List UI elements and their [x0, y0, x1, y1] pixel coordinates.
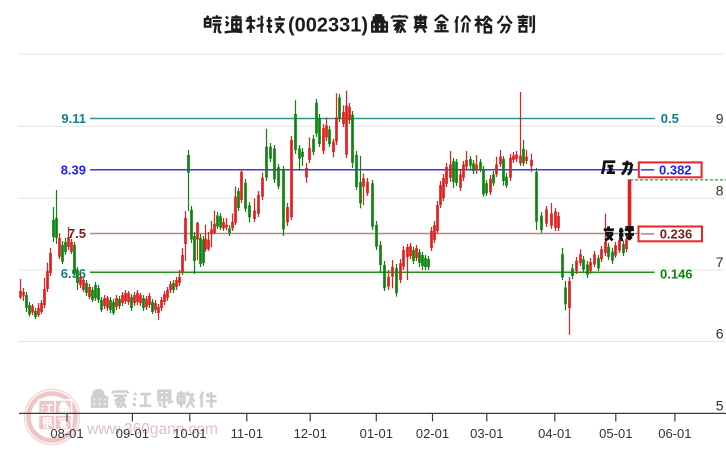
svg-text:9.11: 9.11 [61, 111, 86, 126]
svg-text:8.39: 8.39 [61, 162, 86, 177]
svg-text:8: 8 [716, 182, 724, 198]
svg-text:0.382: 0.382 [659, 163, 692, 178]
svg-text:(002331): (002331) [288, 15, 368, 37]
svg-text:9: 9 [716, 110, 724, 126]
svg-text:0.5: 0.5 [661, 111, 679, 126]
svg-text:7: 7 [716, 254, 724, 270]
svg-text:04-01: 04-01 [538, 426, 571, 441]
svg-text:0.236: 0.236 [660, 227, 693, 242]
svg-text:11-01: 11-01 [231, 426, 263, 441]
svg-text:7.5: 7.5 [68, 226, 86, 241]
svg-text:01-01: 01-01 [360, 426, 393, 441]
svg-text:03-01: 03-01 [470, 426, 503, 441]
svg-text:02-01: 02-01 [416, 426, 449, 441]
svg-text:www.360gann.com: www.360gann.com [86, 421, 218, 438]
svg-text:09-01: 09-01 [116, 426, 149, 441]
svg-text:0.146: 0.146 [660, 267, 693, 282]
svg-text:6: 6 [716, 326, 724, 342]
svg-text:08-01: 08-01 [50, 426, 83, 441]
svg-text:5: 5 [716, 398, 724, 414]
svg-text:05-01: 05-01 [599, 426, 632, 441]
svg-text:06-01: 06-01 [658, 426, 691, 441]
svg-text:12-01: 12-01 [294, 426, 327, 441]
svg-text:10-01: 10-01 [173, 426, 206, 441]
